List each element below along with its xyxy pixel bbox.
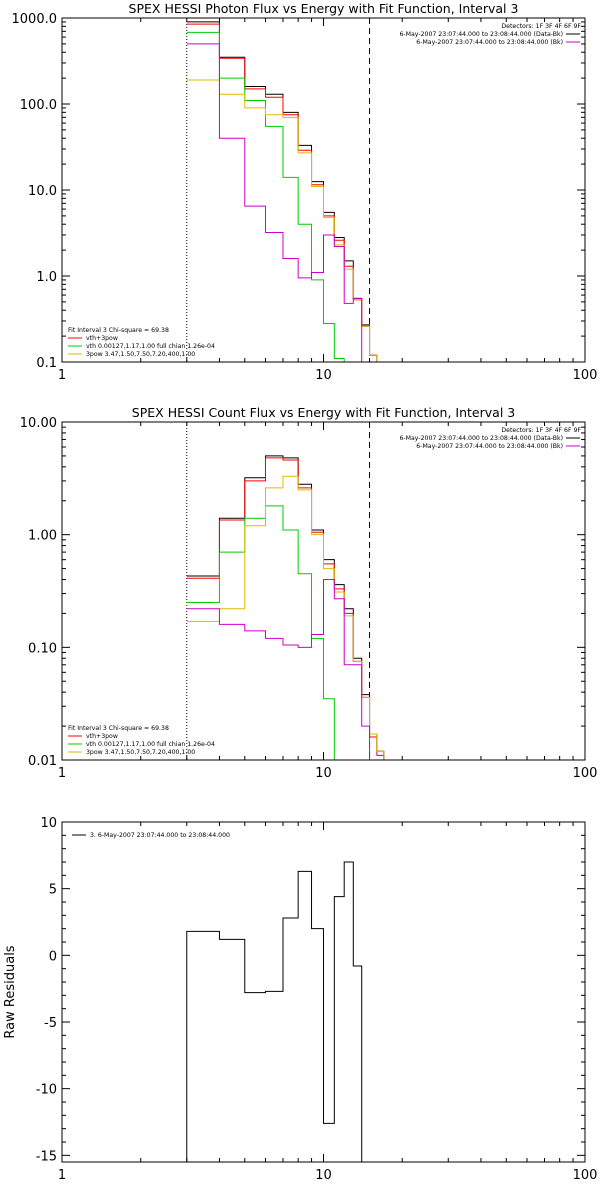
legend-entry: 6-May-2007 23:07:44.000 to 23:08:44.000 … <box>400 435 564 442</box>
series-line-2 <box>186 457 385 760</box>
y-tick-label: 0 <box>49 949 57 964</box>
series-line-1 <box>186 21 378 362</box>
chart-title: SPEX HESSI Count Flux vs Energy with Fit… <box>132 405 515 420</box>
chart-panel-1: SPEX HESSI Photon Flux vs Energy with Fi… <box>12 1 598 383</box>
legend-entry: 6-May-2007 23:07:44.000 to 23:08:44.000 … <box>400 31 564 38</box>
y-tick-label: 0.10 <box>28 641 57 656</box>
y-tick-label: -5 <box>44 1016 57 1031</box>
x-tick-label: 1 <box>58 368 66 383</box>
legend-bottom-left: Fit Interval 3 Chi-square = 69.38vth+3po… <box>68 725 215 756</box>
y-tick-label: 5 <box>49 883 57 898</box>
y-tick-label: 0.01 <box>28 754 57 769</box>
y-tick-label: 1.0 <box>36 270 57 285</box>
axis-ticks <box>61 422 585 761</box>
legend-entry: vth 0.00127,1.17,1.00 full chian 1.26e-0… <box>86 343 215 350</box>
series-line-1 <box>186 861 370 1162</box>
series-line-1 <box>186 455 385 760</box>
y-tick-label: 100.0 <box>20 98 57 113</box>
plot-area <box>186 861 370 1162</box>
legend-bottom-left: Fit Interval 3 Chi-square = 69.38vth+3po… <box>68 327 215 358</box>
chart-title: SPEX HESSI Photon Flux vs Energy with Fi… <box>129 1 519 16</box>
series-line-3 <box>186 31 345 362</box>
y-tick-label: 10.00 <box>20 416 57 431</box>
legend-entry: vth+3pow <box>86 335 118 342</box>
chart-panel-2: SPEX HESSI Count Flux vs Energy with Fit… <box>20 405 598 781</box>
series-line-4 <box>186 79 378 362</box>
x-tick-label: 1 <box>58 1168 66 1183</box>
legend-top-right: Detectors: 1F 3F 4F 6F 9F6-May-2007 23:0… <box>400 23 582 46</box>
legend-entry: 3pow 3.47,1.50,7.50,7.20,400,1.00 <box>86 749 195 756</box>
x-tick-label: 100 <box>573 368 598 383</box>
legend-entry: vth 0.00127,1.17,1.00 full chian 1.26e-0… <box>86 741 215 748</box>
series-line-5 <box>186 43 363 362</box>
y-tick-label: 0.1 <box>36 356 57 371</box>
legend-title: Detectors: 1F 3F 4F 6F 9F <box>501 427 581 434</box>
y-tick-label: -10 <box>36 1083 57 1098</box>
y-tick-label: 10 <box>40 816 57 831</box>
series-line-4 <box>186 475 385 760</box>
legend-entry: vth+3pow <box>86 733 118 740</box>
legend-title: Fit Interval 3 Chi-square = 69.38 <box>68 327 169 334</box>
legend-entry: 6-May-2007 23:07:44.000 to 23:08:44.000 … <box>416 443 563 450</box>
series-line-5 <box>186 579 378 760</box>
x-tick-label: 1 <box>58 766 66 781</box>
series-line-3 <box>186 505 335 760</box>
legend-entry: 3pow 3.47,1.50,7.50,7.20,400,1.00 <box>86 351 195 358</box>
legend-title: Detectors: 1F 3F 4F 6F 9F <box>501 23 581 30</box>
y-axis-label: Raw Residuals <box>3 945 18 1038</box>
legend-title: Fit Interval 3 Chi-square = 69.38 <box>68 725 169 732</box>
plot-area <box>186 422 385 760</box>
x-tick-label: 10 <box>315 368 332 383</box>
x-tick-label: 100 <box>573 1168 598 1183</box>
plot-frame <box>61 421 586 761</box>
legend-top-left: 3. 6-May-2007 23:07:44.000 to 23:08:44.0… <box>72 832 230 839</box>
plot-frame <box>61 821 586 1163</box>
y-tick-label: 10.0 <box>28 184 57 199</box>
legend-top-right: Detectors: 1F 3F 4F 6F 9F6-May-2007 23:0… <box>400 427 582 450</box>
x-tick-label: 10 <box>315 1168 332 1183</box>
y-tick-label: -15 <box>36 1149 57 1164</box>
plot-area <box>186 18 378 362</box>
x-tick-label: 100 <box>573 766 598 781</box>
series-line-2 <box>186 23 378 362</box>
y-tick-label: 1.00 <box>28 529 57 544</box>
chart-panel-3: Raw Residuals 1 10 100 -15 -10 -5 0 5 10 3. 6-May-… <box>3 816 597 1183</box>
legend-entry: 6-May-2007 23:07:44.000 to 23:08:44.000 … <box>416 39 563 46</box>
legend-entry: 3. 6-May-2007 23:07:44.000 to 23:08:44.0… <box>90 832 230 839</box>
x-tick-label: 10 <box>315 766 332 781</box>
plot-frame <box>61 17 586 363</box>
y-tick-label: 1000.0 <box>12 12 58 27</box>
